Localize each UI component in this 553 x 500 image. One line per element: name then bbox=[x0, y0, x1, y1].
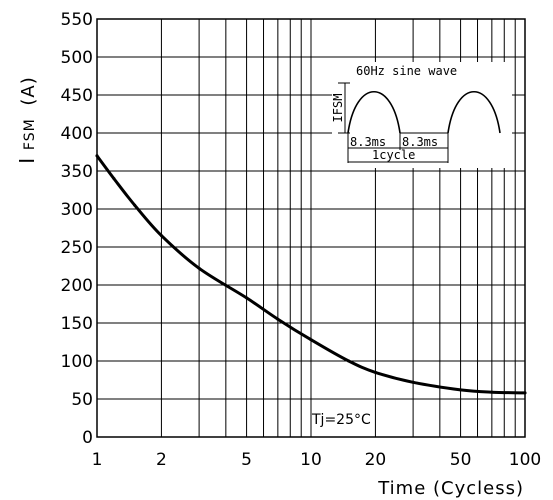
data-point bbox=[347, 359, 351, 363]
y-tick-label: 350 bbox=[61, 162, 93, 182]
data-point bbox=[112, 177, 116, 181]
data-point bbox=[523, 391, 527, 395]
waveform-inset: 60Hz sine wave IFSM 8.3ms 8.3ms 1cycle bbox=[331, 62, 512, 168]
y-tick-label: 550 bbox=[61, 10, 93, 30]
inset-title: 60Hz sine wave bbox=[356, 64, 457, 78]
x-tick-label: 20 bbox=[365, 450, 387, 470]
y-tick-label: 300 bbox=[61, 200, 93, 220]
y-tick-label: 50 bbox=[71, 390, 93, 410]
data-point bbox=[490, 390, 494, 394]
x-tick-label: 2 bbox=[156, 450, 167, 470]
inset-background bbox=[332, 62, 512, 168]
data-point bbox=[373, 370, 377, 374]
y-tick-label: 450 bbox=[61, 86, 93, 106]
x-tick-label: 100 bbox=[509, 450, 541, 470]
y-axis-title-sub: FSM bbox=[22, 118, 38, 150]
plot-frame bbox=[96, 18, 526, 438]
data-point bbox=[245, 296, 249, 300]
x-tick-label: 50 bbox=[450, 450, 472, 470]
x-tick-labels: 1 2 5 10 20 50 100 bbox=[92, 450, 542, 470]
data-point bbox=[276, 317, 280, 321]
x-axis-title: Time (Cycless) bbox=[377, 478, 524, 499]
x-tick-label: 10 bbox=[300, 450, 322, 470]
y-tick-label: 250 bbox=[61, 238, 93, 258]
data-point bbox=[159, 234, 163, 238]
data-points bbox=[95, 154, 527, 395]
inset-sine-pulse-2 bbox=[447, 91, 501, 134]
data-point bbox=[309, 338, 313, 342]
inset-half-cycle-label-1: 8.3ms bbox=[350, 135, 386, 149]
y-tick-labels: 0 50 100 150 200 250 300 350 400 450 500 550 bbox=[61, 10, 93, 448]
y-tick-label: 500 bbox=[61, 48, 93, 68]
inset-cycle-label: 1cycle bbox=[372, 148, 415, 162]
data-point bbox=[95, 154, 99, 158]
y-axis-title-main: I bbox=[15, 157, 39, 164]
y-axis-title-unit: (A) bbox=[18, 76, 39, 105]
data-point bbox=[197, 266, 201, 270]
series-line bbox=[95, 154, 527, 395]
inset-sine-pulse-1 bbox=[347, 91, 401, 134]
inset-half-cycle-label-2: 8.3ms bbox=[402, 135, 438, 149]
x-tick-label: 5 bbox=[241, 450, 252, 470]
data-point bbox=[411, 380, 415, 384]
x-tick-label: 1 bbox=[92, 450, 103, 470]
y-tick-label: 100 bbox=[61, 352, 93, 372]
data-point bbox=[133, 203, 137, 207]
y-tick-label: 200 bbox=[61, 276, 93, 296]
y-axis-title: I FSM (A) bbox=[15, 76, 39, 164]
inset-ylabel: IFSM bbox=[331, 94, 345, 123]
y-tick-label: 400 bbox=[61, 124, 93, 144]
data-point bbox=[459, 388, 463, 392]
y-tick-label: 150 bbox=[61, 314, 93, 334]
y-tick-label: 0 bbox=[82, 428, 93, 448]
temperature-annotation: Tj=25°C bbox=[311, 412, 371, 428]
